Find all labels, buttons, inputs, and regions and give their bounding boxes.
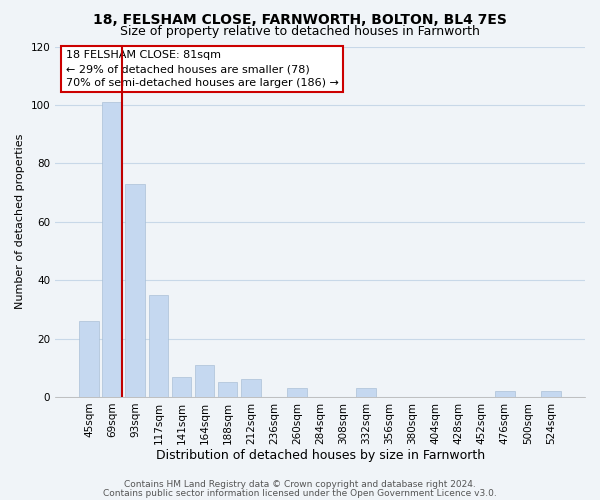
Bar — [541, 391, 561, 397]
Text: 18 FELSHAM CLOSE: 81sqm
← 29% of detached houses are smaller (78)
70% of semi-de: 18 FELSHAM CLOSE: 81sqm ← 29% of detache… — [66, 50, 338, 88]
Bar — [495, 391, 515, 397]
Bar — [356, 388, 376, 397]
Bar — [287, 388, 307, 397]
Bar — [125, 184, 145, 397]
Text: Contains HM Land Registry data © Crown copyright and database right 2024.: Contains HM Land Registry data © Crown c… — [124, 480, 476, 489]
Bar — [218, 382, 238, 397]
Y-axis label: Number of detached properties: Number of detached properties — [15, 134, 25, 310]
Text: Contains public sector information licensed under the Open Government Licence v3: Contains public sector information licen… — [103, 489, 497, 498]
Text: 18, FELSHAM CLOSE, FARNWORTH, BOLTON, BL4 7ES: 18, FELSHAM CLOSE, FARNWORTH, BOLTON, BL… — [93, 12, 507, 26]
Text: Size of property relative to detached houses in Farnworth: Size of property relative to detached ho… — [120, 25, 480, 38]
Bar — [241, 380, 260, 397]
X-axis label: Distribution of detached houses by size in Farnworth: Distribution of detached houses by size … — [155, 450, 485, 462]
Bar — [79, 321, 99, 397]
Bar — [103, 102, 122, 397]
Bar — [149, 294, 168, 397]
Bar — [172, 376, 191, 397]
Bar — [195, 365, 214, 397]
